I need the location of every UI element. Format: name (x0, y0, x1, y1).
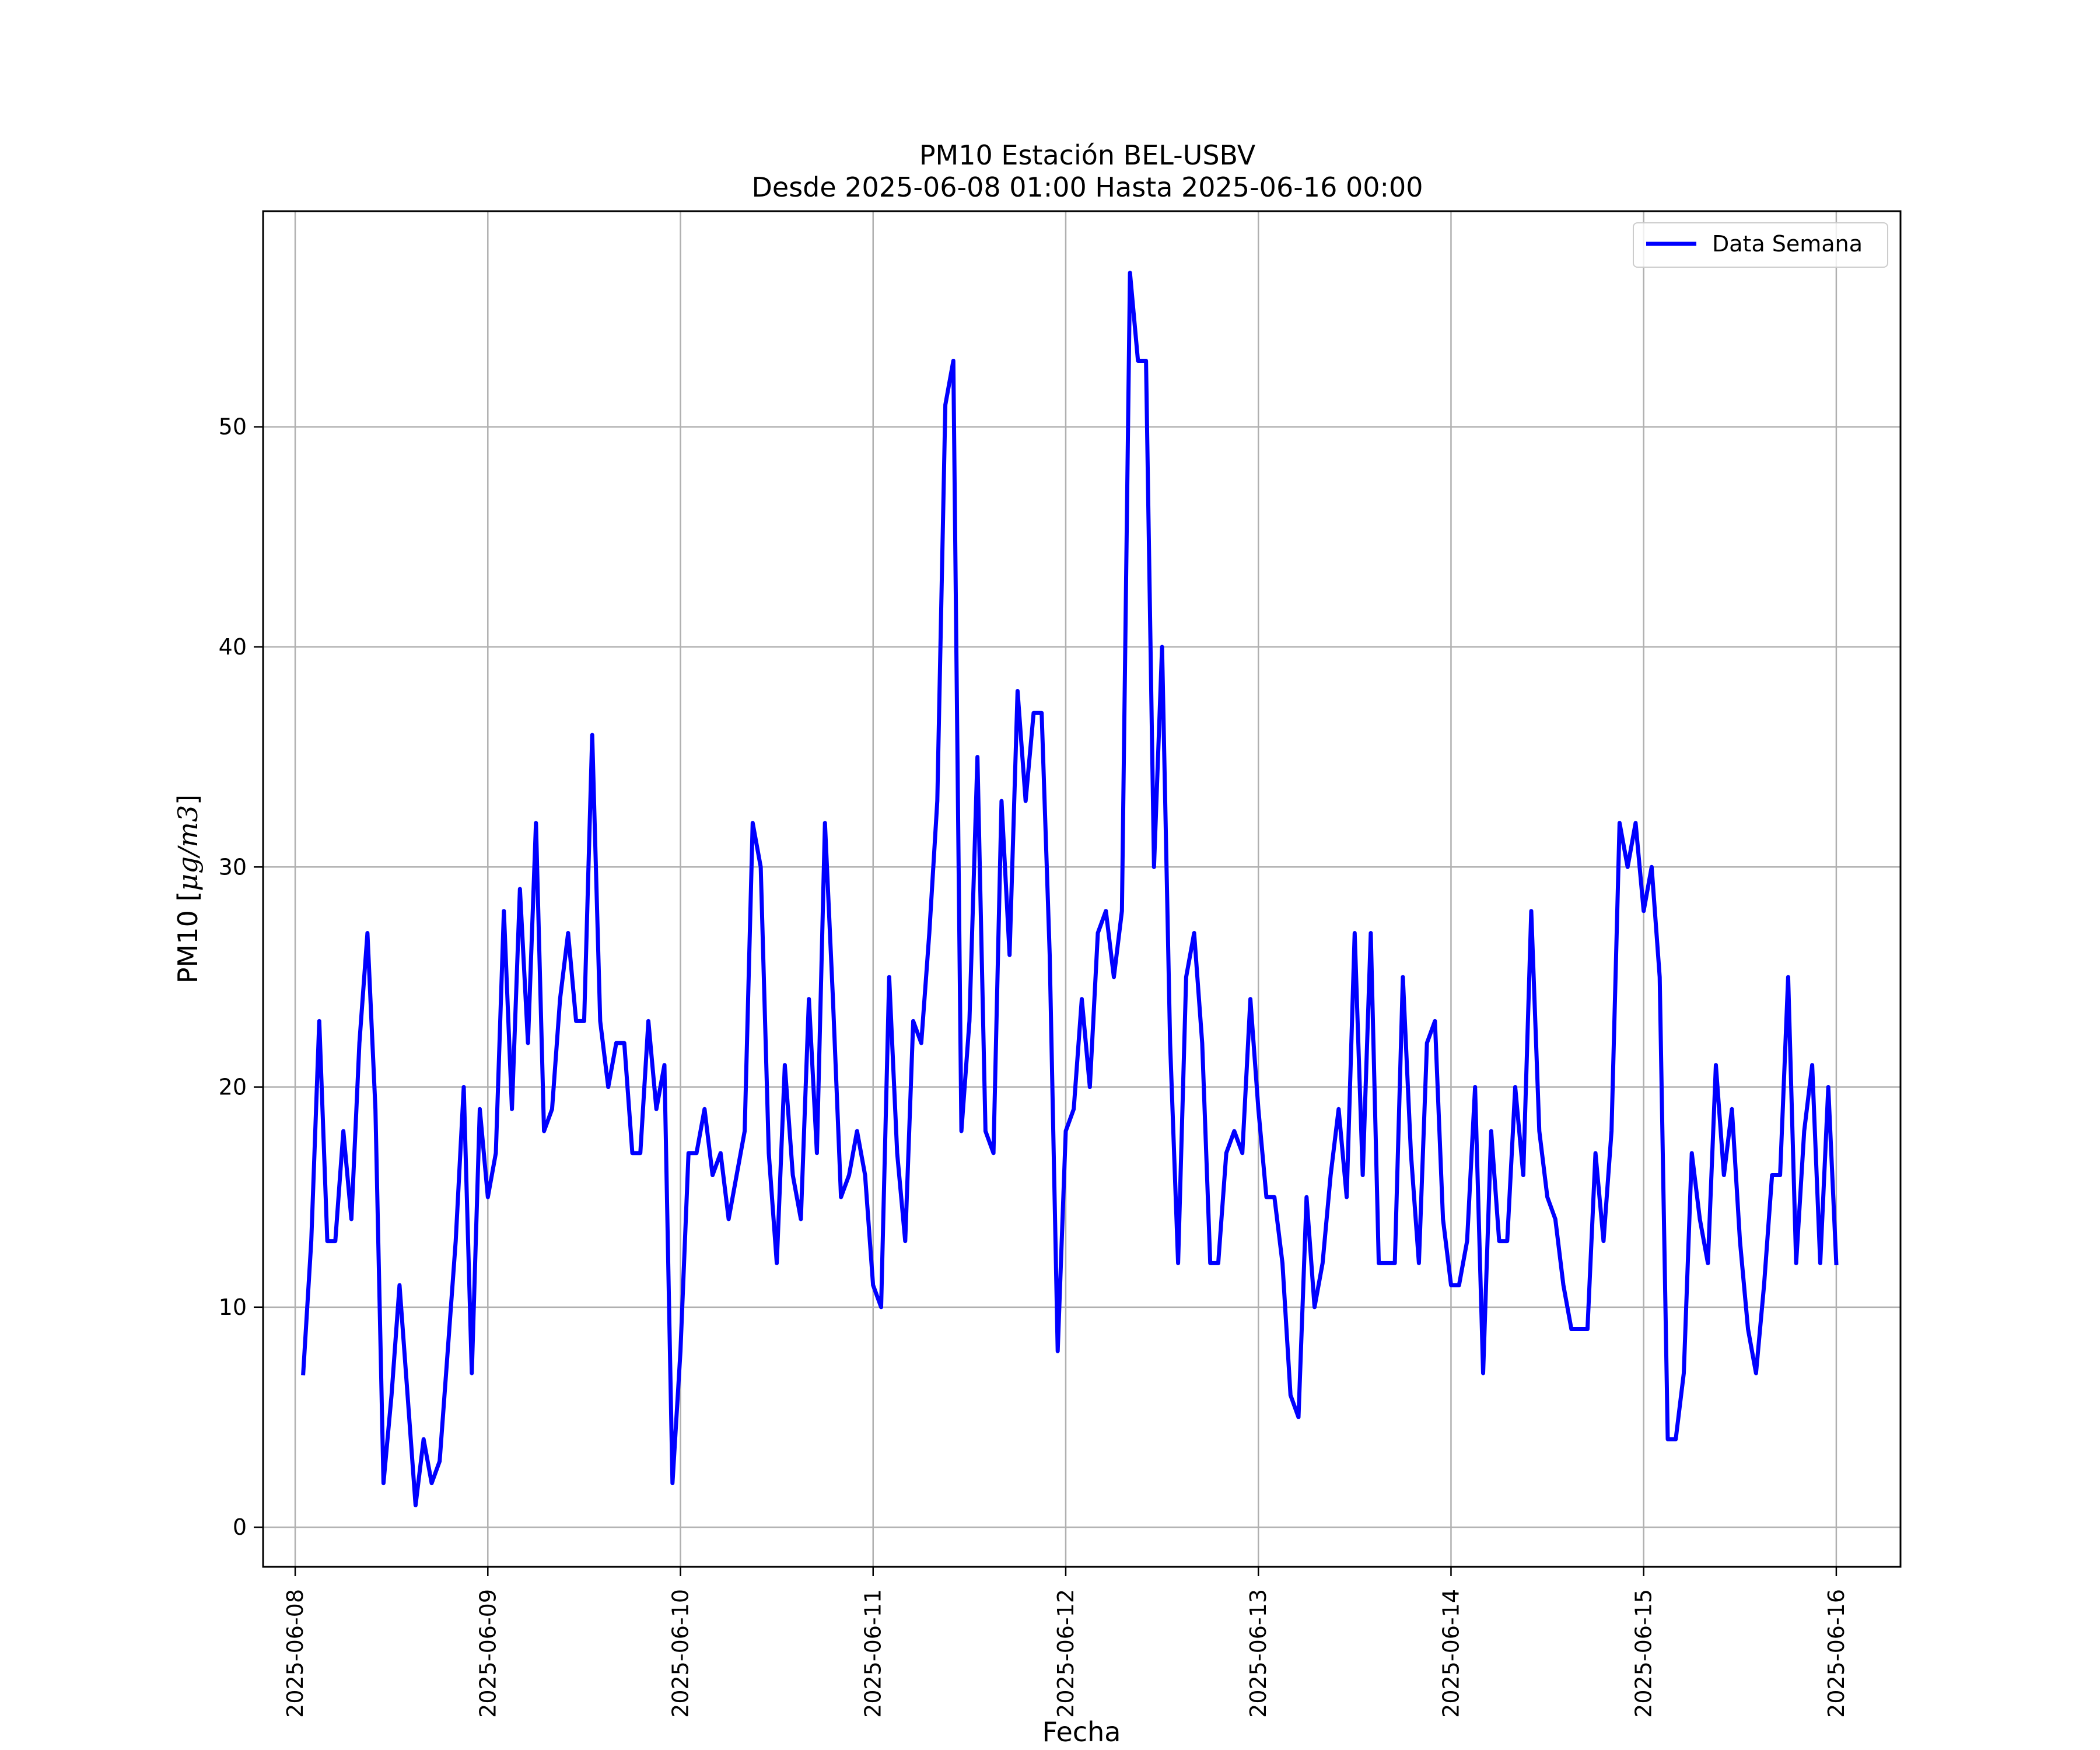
legend-box (1633, 222, 1888, 268)
y-tick-label: 30 (219, 854, 247, 880)
chart-title: PM10 Estación BEL-USBV (919, 139, 1256, 171)
plot-frame (262, 210, 1902, 1568)
series-line-data-semana (301, 271, 1839, 1507)
y-tick-label: 20 (219, 1074, 247, 1100)
y-axis-title-close: ] (172, 794, 204, 805)
chart-subtitle: Desde 2025-06-08 01:00 Hasta 2025-06-16 … (751, 172, 1423, 203)
x-tick-label: 2025-06-14 (1438, 1589, 1464, 1718)
series-group (301, 271, 1839, 1507)
x-tick-label: 2025-06-11 (860, 1589, 886, 1718)
y-tick-label: 40 (219, 634, 247, 660)
y-tick-label: 10 (219, 1294, 247, 1320)
x-tick-label: 2025-06-12 (1053, 1589, 1079, 1718)
y-axis-title-unit: μg/m3 (172, 805, 204, 891)
x-tick-label: 2025-06-09 (475, 1589, 501, 1718)
x-tick-label: 2025-06-13 (1245, 1589, 1271, 1718)
x-tick-label: 2025-06-10 (668, 1589, 694, 1718)
legend: Data Semana (1633, 222, 1888, 268)
x-tick-label: 2025-06-08 (282, 1589, 308, 1718)
y-tick-label: 0 (233, 1514, 247, 1540)
x-tick-label: 2025-06-15 (1631, 1589, 1657, 1718)
x-tick-label: 2025-06-16 (1824, 1589, 1849, 1718)
x-axis-ticks: 2025-06-08 2025-06-09 2025-06-10 2025-06-11… (282, 1567, 1849, 1718)
y-axis-ticks: 0 10 20 30 40 50 (219, 414, 263, 1540)
x-axis-title: Fecha (1042, 1716, 1121, 1748)
y-axis-title-text: PM10 [ (172, 891, 204, 984)
grid-lines (263, 211, 1901, 1567)
y-tick-label: 50 (219, 414, 247, 440)
y-axis-title: PM10 [μg/m3] (172, 794, 204, 984)
legend-label: Data Semana (1712, 231, 1863, 257)
